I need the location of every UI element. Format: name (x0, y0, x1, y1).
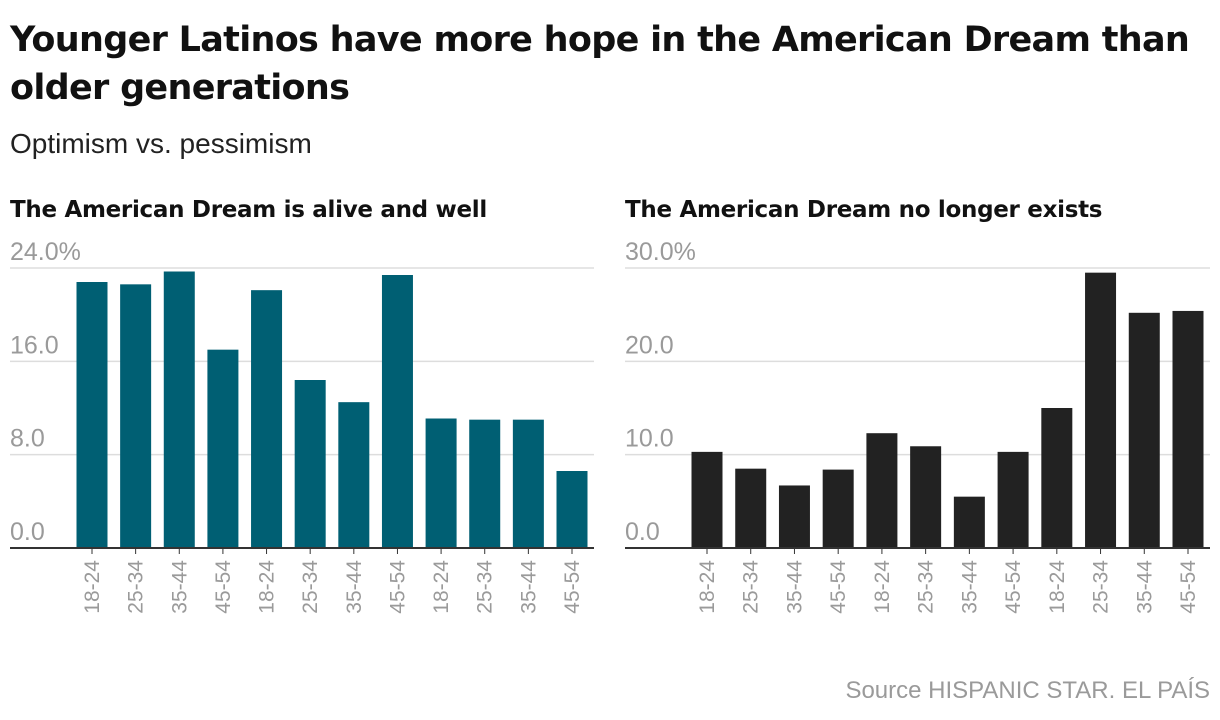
bar-35-44 (778, 485, 810, 548)
panel-title-exists: The American Dream no longer exists (625, 197, 1102, 223)
x-tick-label: 35-44 (343, 560, 366, 614)
x-tick-label: 18-24 (256, 560, 279, 614)
y-tick-label: 0.0 (625, 518, 660, 546)
x-tick-label: 35-44 (168, 560, 191, 614)
x-tick-label: 18-24 (871, 560, 894, 614)
bar-35-44 (1128, 312, 1160, 548)
x-tick-label: 18-24 (430, 560, 453, 614)
xticks-exists: 18-24 25-34 35-44 45-54 18-24 25-34 35-44 45-54… (696, 548, 1200, 614)
bar-35-44 (338, 402, 370, 548)
x-tick-label: 18-24 (696, 560, 719, 614)
bar-25-34 (120, 284, 152, 548)
bar-18-24 (425, 418, 457, 548)
x-tick-label: 35-44 (783, 560, 806, 614)
bar-35-44 (163, 271, 195, 548)
x-tick-label: 25-34 (1090, 560, 1113, 614)
x-tick-label: 35-44 (1133, 560, 1156, 614)
bars-alive (10, 271, 594, 549)
bar-25-34 (910, 446, 942, 548)
bar-18-24 (251, 290, 283, 548)
y-tick-label: 30.0% (625, 238, 696, 266)
y-tick-label: 10.0 (625, 425, 674, 453)
panel-exists: The American Dream no longer exists 18-2… (625, 197, 1210, 614)
bar-25-34 (1085, 272, 1117, 548)
chart-title: Younger Latinos have more hope in the Am… (10, 20, 1190, 108)
bar-18-24 (866, 433, 898, 548)
bar-18-24 (691, 451, 723, 548)
x-tick-label: 45-54 (386, 560, 409, 614)
y-tick-label: 8.0 (10, 425, 45, 453)
x-tick-label: 45-54 (827, 560, 850, 614)
bar-45-54 (556, 471, 588, 548)
bar-35-44 (953, 496, 985, 548)
bar-35-44 (512, 419, 544, 548)
x-tick-label: 45-54 (212, 560, 235, 614)
y-tick-label: 0.0 (10, 518, 45, 546)
x-tick-label: 25-34 (474, 560, 497, 614)
chart-subtitle: Optimism vs. pessimism (10, 128, 312, 159)
yticks-alive: 0.0 8.0 16.0 24.0% (10, 238, 81, 546)
bars-exists (625, 272, 1210, 549)
bar-18-24 (1041, 408, 1073, 548)
y-tick-label: 24.0% (10, 238, 81, 266)
bar-45-54 (822, 469, 854, 548)
x-tick-label: 45-54 (1177, 560, 1200, 614)
bar-45-54 (1172, 310, 1204, 548)
x-tick-label: 35-44 (517, 560, 540, 614)
bar-25-34 (294, 380, 326, 548)
bar-45-54 (997, 451, 1029, 548)
yticks-exists: 0.0 10.0 20.0 30.0% (625, 238, 696, 546)
panel-title-alive: The American Dream is alive and well (10, 197, 487, 223)
panel-alive: The American Dream is alive and well 18-… (10, 197, 594, 614)
x-tick-label: 18-24 (81, 560, 104, 614)
bar-18-24 (76, 282, 108, 548)
x-tick-label: 25-34 (740, 560, 763, 614)
source-note: Source HISPANIC STAR. EL PAÍS (845, 677, 1210, 704)
x-tick-label: 25-34 (299, 560, 322, 614)
gridlines-exists (625, 267, 1210, 456)
y-tick-label: 16.0 (10, 331, 59, 359)
x-tick-label: 35-44 (958, 560, 981, 614)
xticks-alive: 18-24 25-34 35-44 45-54 18-24 25-34 35-44 45-54… (81, 548, 584, 614)
y-tick-label: 20.0 (625, 331, 674, 359)
bar-25-34 (735, 468, 767, 548)
bar-45-54 (207, 349, 239, 548)
x-tick-label: 45-54 (561, 560, 584, 614)
x-tick-label: 18-24 (1046, 560, 1069, 614)
x-tick-label: 25-34 (915, 560, 938, 614)
x-tick-label: 25-34 (125, 560, 148, 614)
bar-25-34 (469, 419, 501, 548)
bar-45-54 (381, 275, 413, 548)
x-tick-label: 45-54 (1002, 560, 1025, 614)
